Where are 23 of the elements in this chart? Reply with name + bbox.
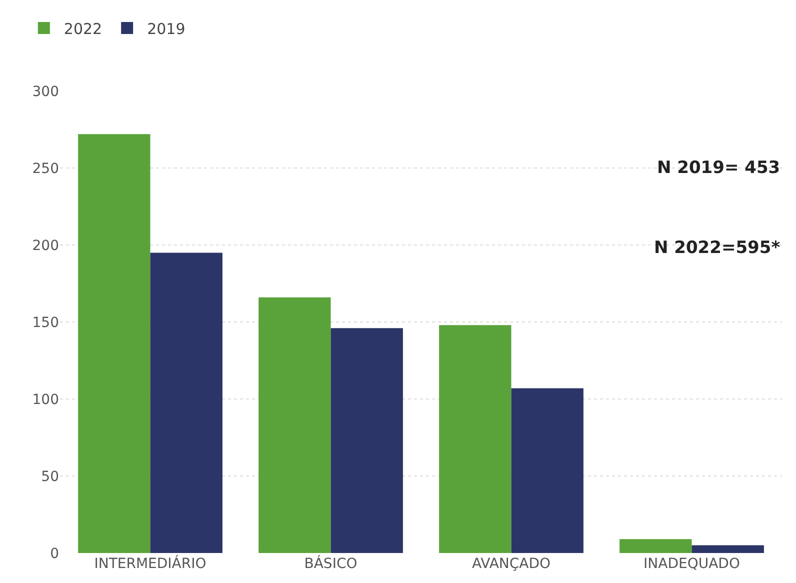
y-tick-label: 150 [32, 314, 59, 331]
x-tick-label: BÁSICO [304, 555, 358, 572]
legend-label: 2019 [147, 20, 186, 38]
y-tick-label: 0 [50, 546, 59, 562]
x-tick-label: AVANÇADO [472, 556, 551, 572]
annotation: N 2022=595* [654, 238, 780, 258]
y-tick-label: 50 [41, 468, 59, 485]
legend-label: 2022 [64, 20, 102, 38]
y-tick-label: 250 [32, 160, 59, 177]
bar [511, 388, 584, 553]
bar [330, 328, 403, 553]
bar [692, 545, 764, 553]
bar [150, 252, 222, 553]
annotation: N 2019= 453 [657, 158, 780, 178]
bar [620, 539, 692, 553]
y-tick-label: 300 [32, 84, 59, 100]
bar [258, 297, 331, 553]
bar [439, 325, 512, 553]
x-tick-label: INADEQUADO [644, 556, 740, 572]
y-tick-label: 200 [32, 238, 59, 254]
y-tick-label: 100 [32, 392, 59, 408]
bar [78, 134, 150, 553]
x-tick-label: INTERMEDIÁRIO [94, 555, 206, 572]
